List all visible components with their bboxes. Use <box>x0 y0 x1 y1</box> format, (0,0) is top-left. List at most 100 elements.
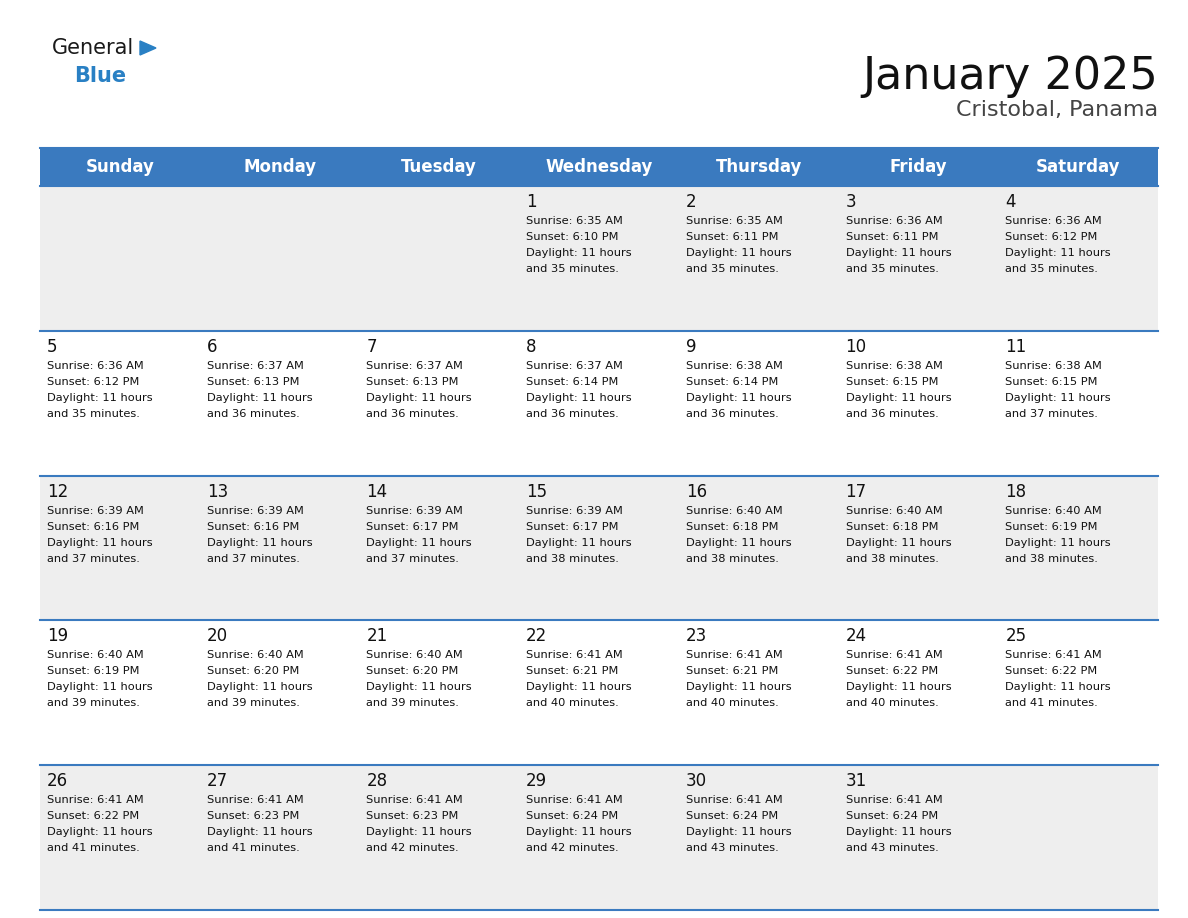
Text: Sunrise: 6:41 AM: Sunrise: 6:41 AM <box>207 795 303 805</box>
Text: and 35 minutes.: and 35 minutes. <box>846 264 939 274</box>
Text: Sunrise: 6:41 AM: Sunrise: 6:41 AM <box>846 650 942 660</box>
Bar <box>200 148 360 186</box>
Text: Daylight: 11 hours: Daylight: 11 hours <box>1005 538 1111 548</box>
Bar <box>360 621 519 766</box>
Text: Sunset: 6:15 PM: Sunset: 6:15 PM <box>1005 376 1098 386</box>
Text: 7: 7 <box>366 338 377 356</box>
Text: and 41 minutes.: and 41 minutes. <box>1005 699 1098 709</box>
Bar <box>998 766 1158 910</box>
Text: Sunrise: 6:41 AM: Sunrise: 6:41 AM <box>685 650 783 660</box>
Text: 4: 4 <box>1005 193 1016 211</box>
Text: and 39 minutes.: and 39 minutes. <box>207 699 299 709</box>
Text: Daylight: 11 hours: Daylight: 11 hours <box>846 393 952 403</box>
Text: and 40 minutes.: and 40 minutes. <box>526 699 619 709</box>
Text: Daylight: 11 hours: Daylight: 11 hours <box>846 827 952 837</box>
Text: and 37 minutes.: and 37 minutes. <box>48 554 140 564</box>
Text: 11: 11 <box>1005 338 1026 356</box>
Text: Daylight: 11 hours: Daylight: 11 hours <box>1005 248 1111 258</box>
Text: Sunrise: 6:36 AM: Sunrise: 6:36 AM <box>846 216 942 226</box>
Text: Sunset: 6:11 PM: Sunset: 6:11 PM <box>846 232 939 242</box>
Text: January 2025: January 2025 <box>862 55 1158 98</box>
Text: Thursday: Thursday <box>715 158 802 176</box>
Text: Sunset: 6:12 PM: Sunset: 6:12 PM <box>48 376 139 386</box>
Text: and 37 minutes.: and 37 minutes. <box>366 554 460 564</box>
Text: Daylight: 11 hours: Daylight: 11 hours <box>685 538 791 548</box>
Text: Sunrise: 6:40 AM: Sunrise: 6:40 AM <box>207 650 303 660</box>
Text: Sunrise: 6:38 AM: Sunrise: 6:38 AM <box>1005 361 1102 371</box>
Text: Daylight: 11 hours: Daylight: 11 hours <box>366 827 472 837</box>
Bar <box>40 766 200 910</box>
Text: Daylight: 11 hours: Daylight: 11 hours <box>685 248 791 258</box>
Bar <box>839 148 998 186</box>
Text: Sunrise: 6:39 AM: Sunrise: 6:39 AM <box>48 506 144 516</box>
Text: 12: 12 <box>48 483 68 500</box>
Text: Sunset: 6:23 PM: Sunset: 6:23 PM <box>207 812 299 822</box>
Bar <box>200 621 360 766</box>
Bar <box>678 766 839 910</box>
Bar <box>839 621 998 766</box>
Text: Sunrise: 6:40 AM: Sunrise: 6:40 AM <box>48 650 144 660</box>
Text: Sunday: Sunday <box>86 158 154 176</box>
Text: Daylight: 11 hours: Daylight: 11 hours <box>526 682 632 692</box>
Text: Daylight: 11 hours: Daylight: 11 hours <box>48 827 152 837</box>
Text: 5: 5 <box>48 338 57 356</box>
Text: and 36 minutes.: and 36 minutes. <box>207 409 299 419</box>
Text: and 36 minutes.: and 36 minutes. <box>526 409 619 419</box>
Text: and 42 minutes.: and 42 minutes. <box>526 844 619 853</box>
Text: 24: 24 <box>846 627 867 645</box>
Text: 25: 25 <box>1005 627 1026 645</box>
Bar <box>519 621 678 766</box>
Text: Sunset: 6:22 PM: Sunset: 6:22 PM <box>846 666 937 677</box>
Text: Sunrise: 6:41 AM: Sunrise: 6:41 AM <box>846 795 942 805</box>
Text: Daylight: 11 hours: Daylight: 11 hours <box>48 393 152 403</box>
Text: Daylight: 11 hours: Daylight: 11 hours <box>685 682 791 692</box>
Bar <box>200 186 360 330</box>
Bar <box>40 148 200 186</box>
Text: 14: 14 <box>366 483 387 500</box>
Text: Sunset: 6:17 PM: Sunset: 6:17 PM <box>526 521 619 532</box>
Text: Cristobal, Panama: Cristobal, Panama <box>956 100 1158 120</box>
Text: Sunrise: 6:39 AM: Sunrise: 6:39 AM <box>207 506 304 516</box>
Text: Sunset: 6:16 PM: Sunset: 6:16 PM <box>48 521 139 532</box>
Text: Daylight: 11 hours: Daylight: 11 hours <box>1005 682 1111 692</box>
Text: 27: 27 <box>207 772 228 790</box>
Text: General: General <box>52 38 134 58</box>
Text: 22: 22 <box>526 627 548 645</box>
Text: Sunset: 6:22 PM: Sunset: 6:22 PM <box>1005 666 1098 677</box>
Text: and 37 minutes.: and 37 minutes. <box>207 554 299 564</box>
Text: and 36 minutes.: and 36 minutes. <box>685 409 778 419</box>
Text: Sunrise: 6:38 AM: Sunrise: 6:38 AM <box>685 361 783 371</box>
Text: Sunset: 6:12 PM: Sunset: 6:12 PM <box>1005 232 1098 242</box>
Text: Sunrise: 6:38 AM: Sunrise: 6:38 AM <box>846 361 942 371</box>
Text: Sunset: 6:14 PM: Sunset: 6:14 PM <box>526 376 619 386</box>
Bar <box>519 766 678 910</box>
Text: Sunset: 6:24 PM: Sunset: 6:24 PM <box>685 812 778 822</box>
Text: 2: 2 <box>685 193 696 211</box>
Text: 1: 1 <box>526 193 537 211</box>
Text: and 38 minutes.: and 38 minutes. <box>685 554 778 564</box>
Text: 13: 13 <box>207 483 228 500</box>
Bar <box>200 330 360 476</box>
Text: Sunrise: 6:41 AM: Sunrise: 6:41 AM <box>526 650 623 660</box>
Bar <box>839 186 998 330</box>
Text: Daylight: 11 hours: Daylight: 11 hours <box>207 393 312 403</box>
Bar <box>678 148 839 186</box>
Text: Saturday: Saturday <box>1036 158 1120 176</box>
Bar <box>40 476 200 621</box>
Text: Daylight: 11 hours: Daylight: 11 hours <box>1005 393 1111 403</box>
Text: and 41 minutes.: and 41 minutes. <box>48 844 140 853</box>
Bar <box>360 148 519 186</box>
Text: Wednesday: Wednesday <box>545 158 652 176</box>
Text: Blue: Blue <box>74 66 126 86</box>
Bar <box>519 186 678 330</box>
Text: Sunset: 6:24 PM: Sunset: 6:24 PM <box>526 812 619 822</box>
Bar <box>998 186 1158 330</box>
Text: and 37 minutes.: and 37 minutes. <box>1005 409 1098 419</box>
Text: Sunrise: 6:40 AM: Sunrise: 6:40 AM <box>1005 506 1102 516</box>
Text: Sunrise: 6:37 AM: Sunrise: 6:37 AM <box>366 361 463 371</box>
Bar <box>678 476 839 621</box>
Text: Daylight: 11 hours: Daylight: 11 hours <box>685 393 791 403</box>
Text: Sunset: 6:18 PM: Sunset: 6:18 PM <box>846 521 939 532</box>
Text: Daylight: 11 hours: Daylight: 11 hours <box>207 827 312 837</box>
Text: Sunrise: 6:41 AM: Sunrise: 6:41 AM <box>366 795 463 805</box>
